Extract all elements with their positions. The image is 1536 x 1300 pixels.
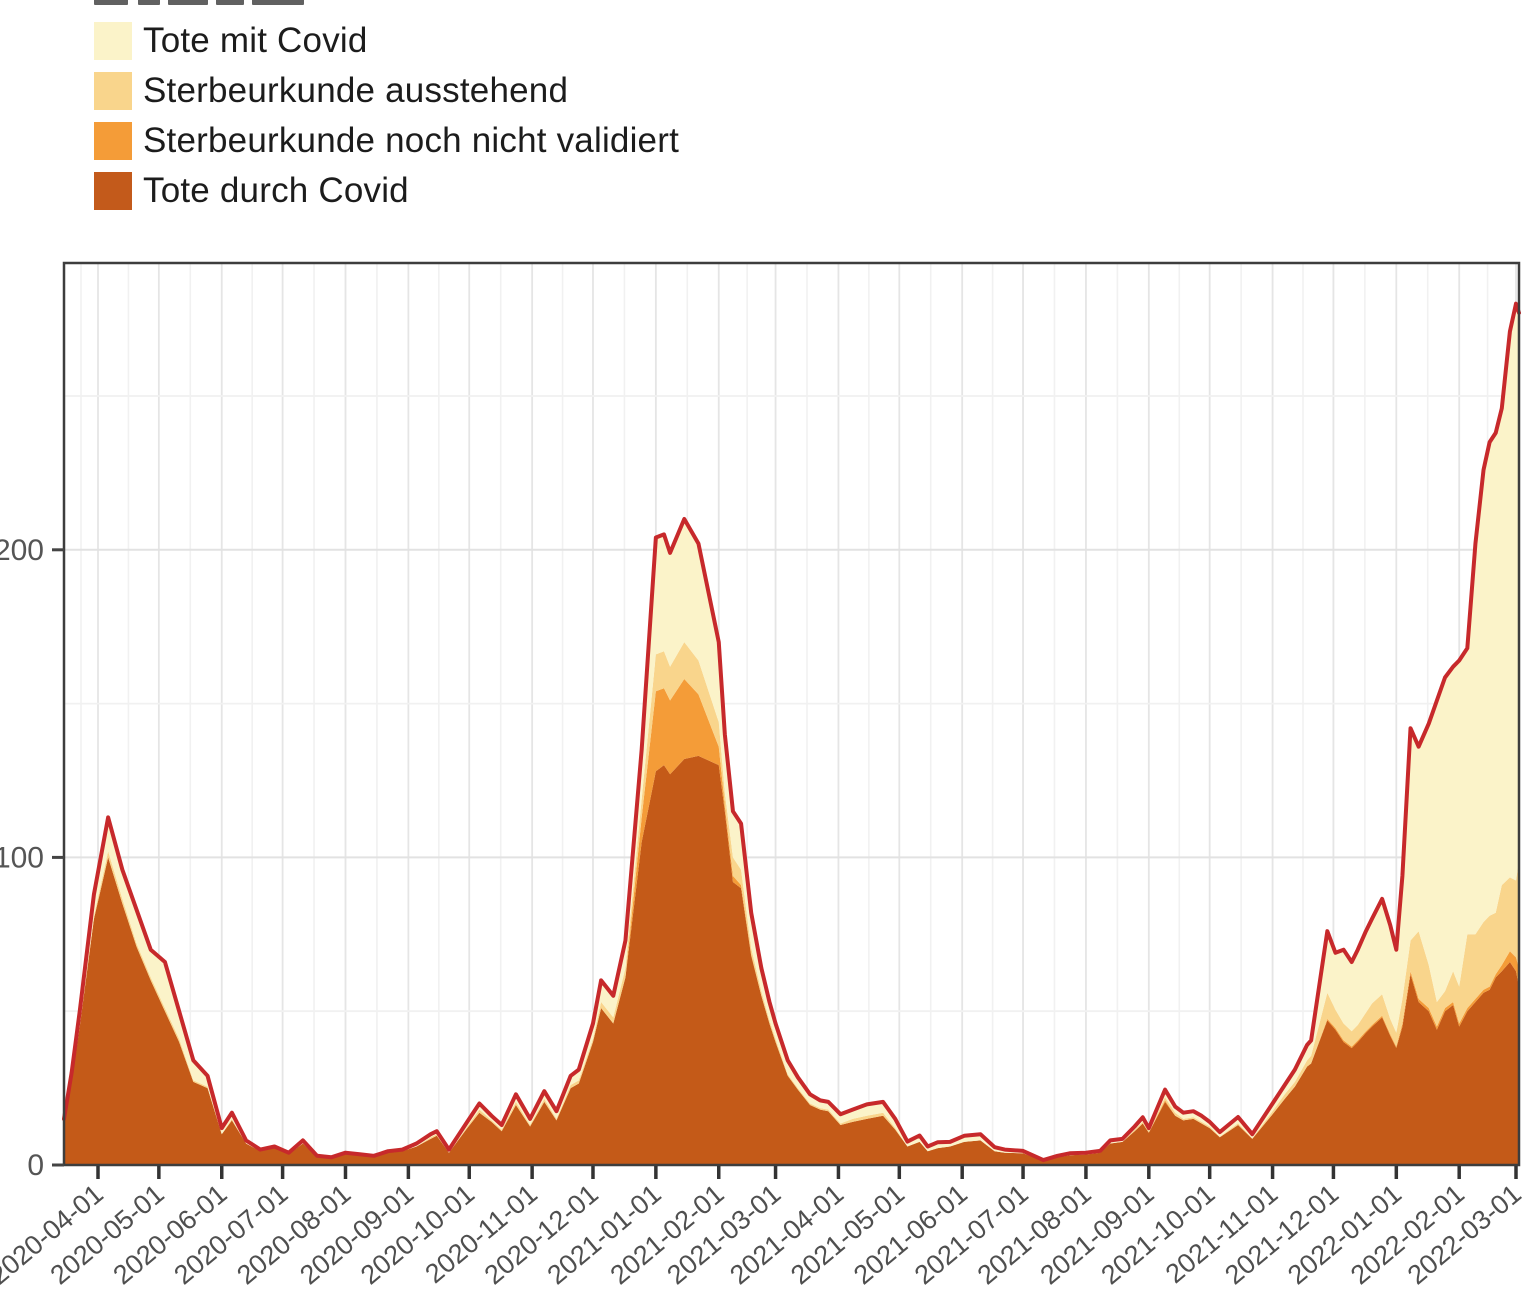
legend-label: Tote durch Covid [143, 171, 409, 210]
legend-label: Sterbeurkunde noch nicht validiert [143, 121, 680, 160]
legend-swatch-sterbeurkunde-ausstehend [94, 72, 132, 110]
legend-item: Sterbeurkunde noch nicht validiert [94, 116, 679, 166]
legend-label: Tote mit Covid [143, 21, 368, 60]
gridlines [64, 263, 1519, 1165]
y-axis: 0 100 200 [0, 534, 64, 1182]
legend-swatch-sterbeurkunde-noch-nicht-validiert [94, 122, 132, 160]
total-line [62, 301, 1521, 1163]
legend-item: Tote durch Covid [94, 166, 679, 216]
y-tick-label: 100 [0, 841, 44, 874]
panel-border [62, 261, 1521, 1167]
legend-swatch-tote-durch-covid [94, 172, 132, 210]
stacked-areas [64, 303, 1519, 1165]
legend-swatch-tote-mit-covid [94, 22, 132, 60]
legend-label: Sterbeurkunde ausstehend [143, 71, 569, 110]
cropped-legend-title [94, 0, 354, 7]
legend-item: Tote mit Covid [94, 16, 679, 66]
legend: Tote mit Covid Sterbeurkunde ausstehend … [94, 16, 679, 216]
y-tick-label: 0 [27, 1149, 44, 1182]
x-axis: 2020-04-012020-05-012020-06-012020-07-01… [0, 1166, 1527, 1290]
y-tick-label: 200 [0, 534, 44, 567]
area-tote-durch-covid [64, 755, 1519, 1165]
legend-item: Sterbeurkunde ausstehend [94, 66, 679, 116]
